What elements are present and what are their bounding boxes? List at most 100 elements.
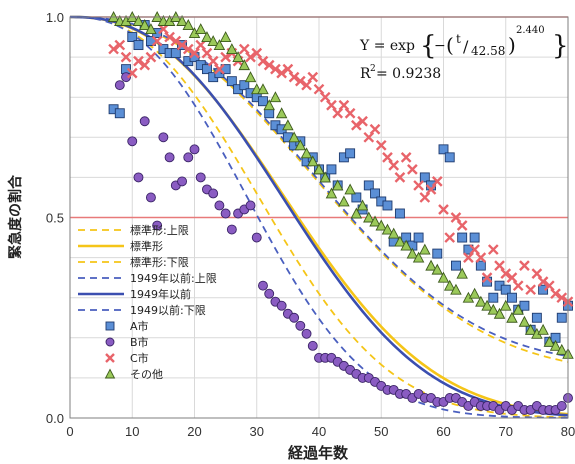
c-city-point [288, 71, 300, 83]
other-point [419, 243, 431, 255]
c-city-point [400, 152, 412, 163]
x-axis-ticks: 0 10 20 30 40 50 60 70 80 [66, 424, 575, 439]
other-point [232, 51, 244, 63]
formula-prefix: Y = exp [359, 38, 415, 54]
c-city-point [164, 31, 175, 43]
a-city-point [419, 172, 430, 183]
b-city-point [301, 328, 312, 339]
a-city-point [382, 200, 393, 211]
other-point [500, 299, 512, 311]
a-city-point [451, 260, 461, 271]
b-city-point [177, 176, 188, 187]
c-city-point [394, 172, 406, 183]
r2-value: = 0.9238 [376, 66, 441, 82]
c-city-point [201, 47, 213, 59]
other-point [238, 59, 251, 71]
b-city-point [264, 288, 275, 299]
c-city-point [506, 272, 518, 283]
c-city-point [105, 353, 115, 363]
other-point [331, 179, 344, 191]
c-city-point [108, 43, 119, 55]
other-point [145, 23, 157, 34]
c-city-point [487, 244, 499, 255]
c-city-point [263, 59, 275, 71]
a-city-point [239, 80, 250, 91]
b-city-point [289, 312, 300, 323]
a-city-point [507, 292, 517, 303]
other-point [481, 299, 493, 311]
b-city-point [245, 200, 256, 211]
a-city-point [133, 40, 144, 51]
formula-annotation: Y = exp { − ( t / 42.58 ) 2.440 } R 2 = … [359, 25, 569, 82]
other-point [450, 283, 462, 295]
a-city-point [220, 64, 231, 75]
c-city-point [207, 55, 219, 67]
c-city-point [176, 39, 188, 51]
a-city-point [432, 248, 443, 259]
plot-frame [69, 16, 569, 419]
c-city-point [512, 280, 524, 292]
other-point [512, 303, 524, 315]
c-city-point [494, 260, 505, 271]
r2-label: R [360, 66, 371, 82]
other-point [201, 31, 213, 42]
other-point [300, 147, 313, 159]
c-city-point [151, 35, 163, 47]
c-city-point [158, 23, 169, 35]
b-city-point [133, 172, 144, 183]
c-city-point [238, 43, 250, 55]
b-city-point [158, 132, 169, 143]
other-point [219, 31, 232, 42]
other-point [506, 311, 518, 323]
other-point [493, 307, 506, 319]
x-tick-label: 80 [561, 424, 575, 439]
other-point [406, 247, 419, 259]
other-point [518, 315, 531, 327]
c-city-point [344, 107, 356, 119]
b-city-point [164, 152, 175, 163]
y-tick-label: 1.0 [46, 10, 64, 25]
c-city-point [438, 204, 449, 215]
other-point [381, 223, 394, 235]
other-point [543, 335, 556, 347]
other-point [307, 155, 319, 167]
b-city-point [307, 340, 318, 351]
c-city-point [444, 232, 456, 243]
b-city-point [121, 72, 131, 83]
other-point [387, 227, 400, 239]
a-city-point [469, 232, 480, 243]
b-city-point [152, 220, 163, 231]
a-city-point [127, 32, 138, 42]
c-city-point [351, 119, 362, 131]
c-city-point [189, 47, 200, 59]
other-point [104, 368, 116, 379]
other-point [244, 71, 257, 83]
c-city-point [114, 39, 126, 51]
legend-label: A市 [130, 319, 149, 333]
formula-paren-left: ( [446, 33, 454, 57]
c-city-point [220, 51, 231, 63]
formula-exponent: 2.440 [516, 25, 545, 36]
other-point [182, 19, 195, 30]
x-tick-label: 60 [436, 424, 450, 439]
c-city-point [313, 83, 325, 95]
other-point [556, 343, 568, 355]
a-city-point [463, 244, 474, 255]
c-city-point [519, 260, 530, 271]
a-city-point [370, 188, 380, 199]
other-point [344, 183, 356, 195]
a-city-point [114, 108, 125, 119]
c-city-point [481, 272, 493, 283]
c-city-point [307, 71, 319, 83]
c-city-point [431, 176, 443, 187]
legend-label: その他 [130, 368, 163, 381]
legend-label: C市 [130, 351, 149, 365]
c-city-point [170, 35, 182, 47]
a-city-point [226, 76, 237, 87]
a-city-point [531, 312, 542, 323]
other-point [468, 287, 481, 299]
b-city-point [208, 188, 219, 199]
